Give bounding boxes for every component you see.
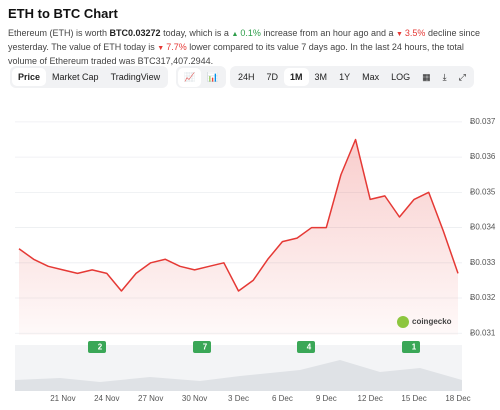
- range[interactable]: 1Y: [339, 72, 351, 82]
- x-tick-label: 6 Dec: [272, 394, 293, 403]
- annotation-badge: [402, 341, 420, 353]
- annotation-badge: [88, 341, 106, 353]
- text: lower compared to its value 7 days ago. …: [8, 42, 464, 66]
- range[interactable]: 24H: [238, 72, 255, 82]
- tab[interactable]: Price: [12, 68, 47, 86]
- range[interactable]: Max: [362, 72, 380, 82]
- expand-icon[interactable]: ⤢: [458, 71, 466, 82]
- download-icon[interactable]: ⤓: [442, 71, 447, 82]
- annotation-label: 4: [307, 343, 312, 352]
- header: ETH to BTC Chart Ethereum (ETH) is worth…: [8, 4, 494, 68]
- x-tick-label: 24 Nov: [94, 394, 119, 403]
- price: BTC0.03272: [109, 28, 161, 38]
- y-tick-label: Ƀ0.033: [470, 258, 496, 267]
- range[interactable]: 3M: [314, 72, 328, 82]
- annotation-label: 1: [412, 343, 417, 352]
- y-tick-label: Ƀ0.037: [470, 117, 496, 126]
- annotation-badge: [297, 341, 315, 353]
- y-tick-label: Ƀ0.031: [470, 328, 496, 337]
- y-tick-label: Ƀ0.035: [470, 187, 496, 196]
- change-up: 0.1%: [231, 28, 260, 38]
- annotation-label: 2: [98, 343, 103, 352]
- area: [19, 139, 458, 335]
- tab-bar: Price Market Cap TradingView: [10, 66, 169, 88]
- y-tick-label: Ƀ0.034: [470, 223, 496, 232]
- x-tick-label: 18 Dec: [445, 394, 470, 403]
- chart-type-bar: 📈 📊: [176, 66, 227, 88]
- y-tick-label: Ƀ0.032: [470, 293, 496, 302]
- range[interactable]: LOG: [391, 72, 411, 82]
- summary: Ethereum (ETH) is worth BTC0.03272 today…: [8, 27, 494, 68]
- y-tick-label: Ƀ0.036: [470, 152, 496, 161]
- candle-icon[interactable]: 📊: [207, 71, 219, 82]
- calendar-icon[interactable]: ▦: [422, 71, 431, 82]
- annotation-badge: [193, 341, 211, 353]
- tab[interactable]: TradingView: [110, 72, 161, 82]
- text: decline since yesterday. The value of ET…: [8, 28, 480, 52]
- x-tick-label: 27 Nov: [138, 394, 163, 403]
- title: ETH to BTC Chart: [8, 6, 118, 21]
- x-tick-label: 9 Dec: [316, 394, 337, 403]
- x-tick-label: 15 Dec: [401, 394, 426, 403]
- text: today, which is a: [160, 28, 232, 38]
- text: increase from an hour ago and a: [260, 28, 396, 38]
- range[interactable]: 1M: [284, 68, 309, 86]
- change-down: 7.7%: [157, 42, 186, 52]
- x-tick-label: 21 Nov: [50, 394, 75, 403]
- navigator-shape: [15, 360, 462, 391]
- change-down: 3.5%: [396, 28, 425, 38]
- range-bar: 24H 7D 1M 3M 1Y Max LOG ▦ ⤓ ⤢: [230, 66, 474, 88]
- range[interactable]: 7D: [266, 72, 279, 82]
- annotation-label: 7: [203, 343, 208, 352]
- x-tick-label: 30 Nov: [182, 394, 207, 403]
- x-tick-label: 3 Dec: [228, 394, 249, 403]
- x-tick-label: 12 Dec: [358, 394, 383, 403]
- line: [18, 138, 459, 292]
- tab[interactable]: Market Cap: [52, 72, 99, 82]
- watermark: coingecko: [412, 317, 452, 326]
- line-icon[interactable]: 📈: [178, 67, 202, 87]
- text: Ethereum (ETH) is worth: [8, 28, 110, 38]
- logo: [397, 316, 409, 328]
